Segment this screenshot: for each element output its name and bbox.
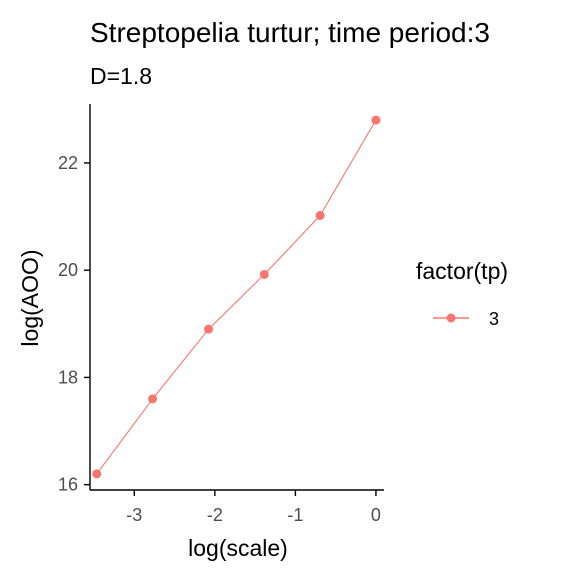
x-ticks: -3 -2 -1 0 [126,490,381,525]
legend-label: 3 [489,309,499,329]
plot-area: 16 18 20 22 -3 -2 -1 0 [58,104,384,525]
data-point [92,469,102,479]
data-point [371,115,381,125]
x-tick-label: 0 [371,505,381,525]
data-point [315,211,325,221]
y-axis-title: log(AOO) [17,249,43,346]
legend-entries: 3 [433,309,499,329]
data-point [259,269,269,279]
legend-key-point [446,313,456,323]
chart-subtitle: D=1.8 [90,63,152,89]
data-point [203,324,213,334]
series-layer [92,115,381,479]
data-point [148,394,158,404]
x-axis-title: log(scale) [188,535,288,561]
x-tick-label: -2 [207,505,223,525]
legend: factor(tp) 3 [416,258,508,329]
y-ticks: 16 18 20 22 [58,153,90,495]
y-tick-label: 22 [58,153,78,173]
y-tick-label: 18 [58,367,78,387]
x-tick-label: -3 [126,505,142,525]
y-tick-label: 16 [58,475,78,495]
legend-title: factor(tp) [416,258,508,284]
series-line [96,119,377,475]
y-tick-label: 20 [58,260,78,280]
x-tick-label: -1 [287,505,303,525]
chart-title: Streptopelia turtur; time period:3 [90,17,490,48]
